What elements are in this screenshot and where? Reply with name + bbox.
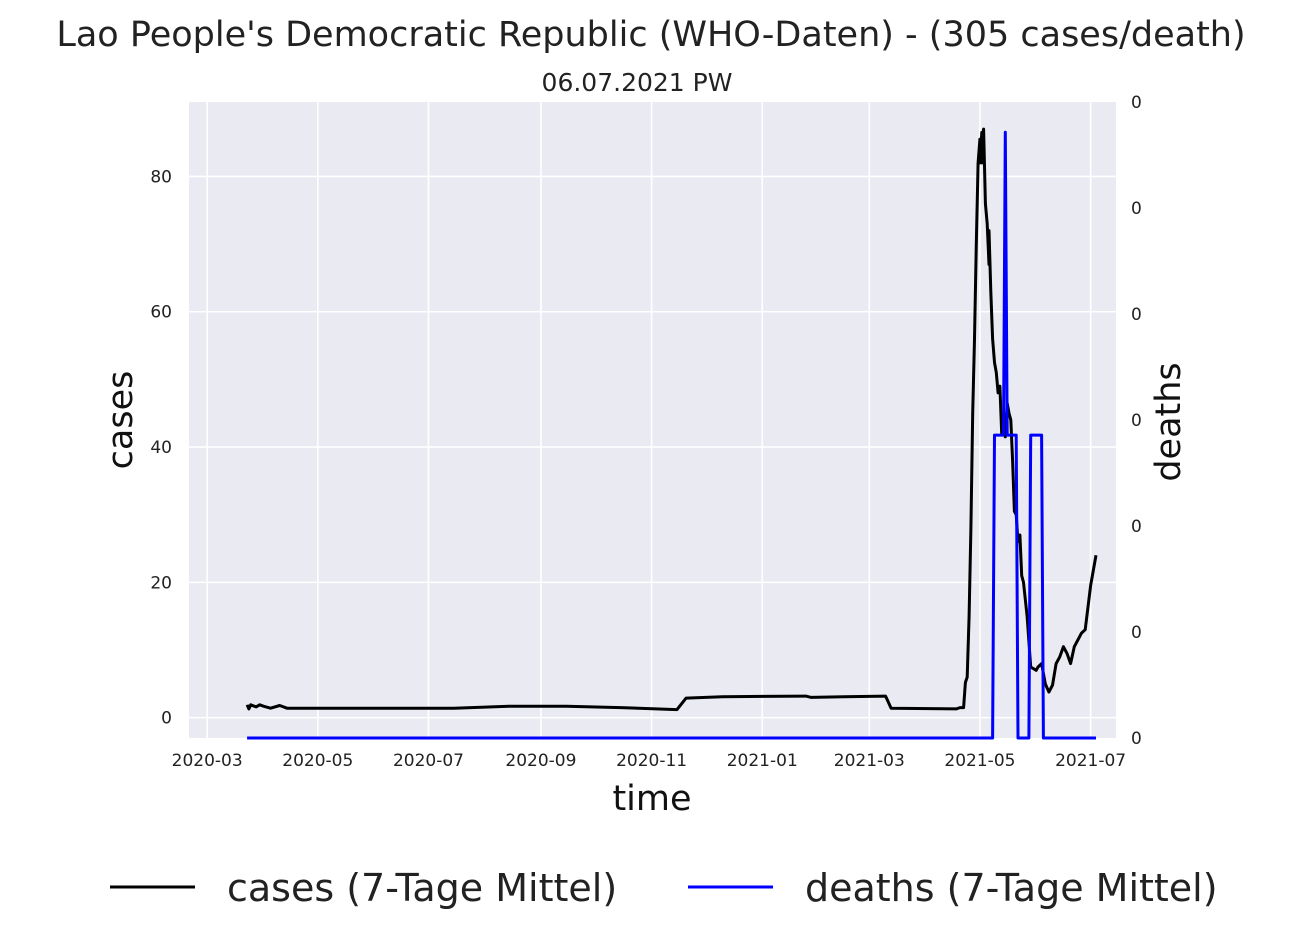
x-tick-label: 2020-07: [393, 751, 464, 771]
y-axis-label-left: cases: [101, 371, 141, 470]
y-right-tick-label: 0: [1131, 729, 1142, 749]
x-tick-label: 2020-05: [282, 751, 353, 771]
gridlines: [189, 102, 1116, 738]
x-tick-labels: 2020-03 2020-05 2020-07 2020-09 2020-11 2021-…: [172, 751, 1126, 771]
x-tick-label: 2021-01: [727, 751, 798, 771]
y-left-tick-label: 40: [150, 438, 172, 458]
x-tick-label: 2021-07: [1055, 751, 1126, 771]
y-left-tick-label: 80: [150, 167, 172, 187]
x-axis-label: time: [612, 779, 691, 819]
deaths-line: [247, 130, 1096, 740]
x-tick-label: 2021-03: [834, 751, 905, 771]
y-left-tick-label: 0: [161, 709, 172, 729]
y-right-tick-label: 0: [1131, 199, 1142, 219]
legend-cases-label: cases (7-Tage Mittel): [227, 866, 617, 910]
legend-deaths-label: deaths (7-Tage Mittel): [805, 866, 1218, 910]
y-axis-label-right: deaths: [1149, 362, 1189, 481]
chart-title: Lao People's Democratic Republic (WHO-Da…: [56, 15, 1245, 55]
y-right-tick-label: 0: [1131, 305, 1142, 325]
x-tick-label: 2020-03: [172, 751, 243, 771]
y-left-tick-label: 60: [150, 303, 172, 323]
x-tick-label: 2021-05: [944, 751, 1015, 771]
y-right-tick-label: 0: [1131, 623, 1142, 643]
y-right-tick-label: 0: [1131, 517, 1142, 537]
x-tick-label: 2020-11: [616, 751, 687, 771]
chart-subtitle: 06.07.2021 PW: [542, 68, 733, 97]
y-left-tick-label: 20: [150, 573, 172, 593]
y-right-tick-labels: 0 0 0 0 0 0 0: [1131, 93, 1142, 749]
y-right-tick-label: 0: [1131, 411, 1142, 431]
y-left-tick-labels: 0 20 40 60 80: [150, 167, 172, 728]
legend: cases (7-Tage Mittel) deaths (7-Tage Mit…: [110, 866, 1218, 910]
y-right-tick-label: 0: [1131, 93, 1142, 113]
x-tick-label: 2020-09: [505, 751, 576, 771]
plot-area: [189, 102, 1116, 738]
series-lines: [245, 127, 1098, 740]
